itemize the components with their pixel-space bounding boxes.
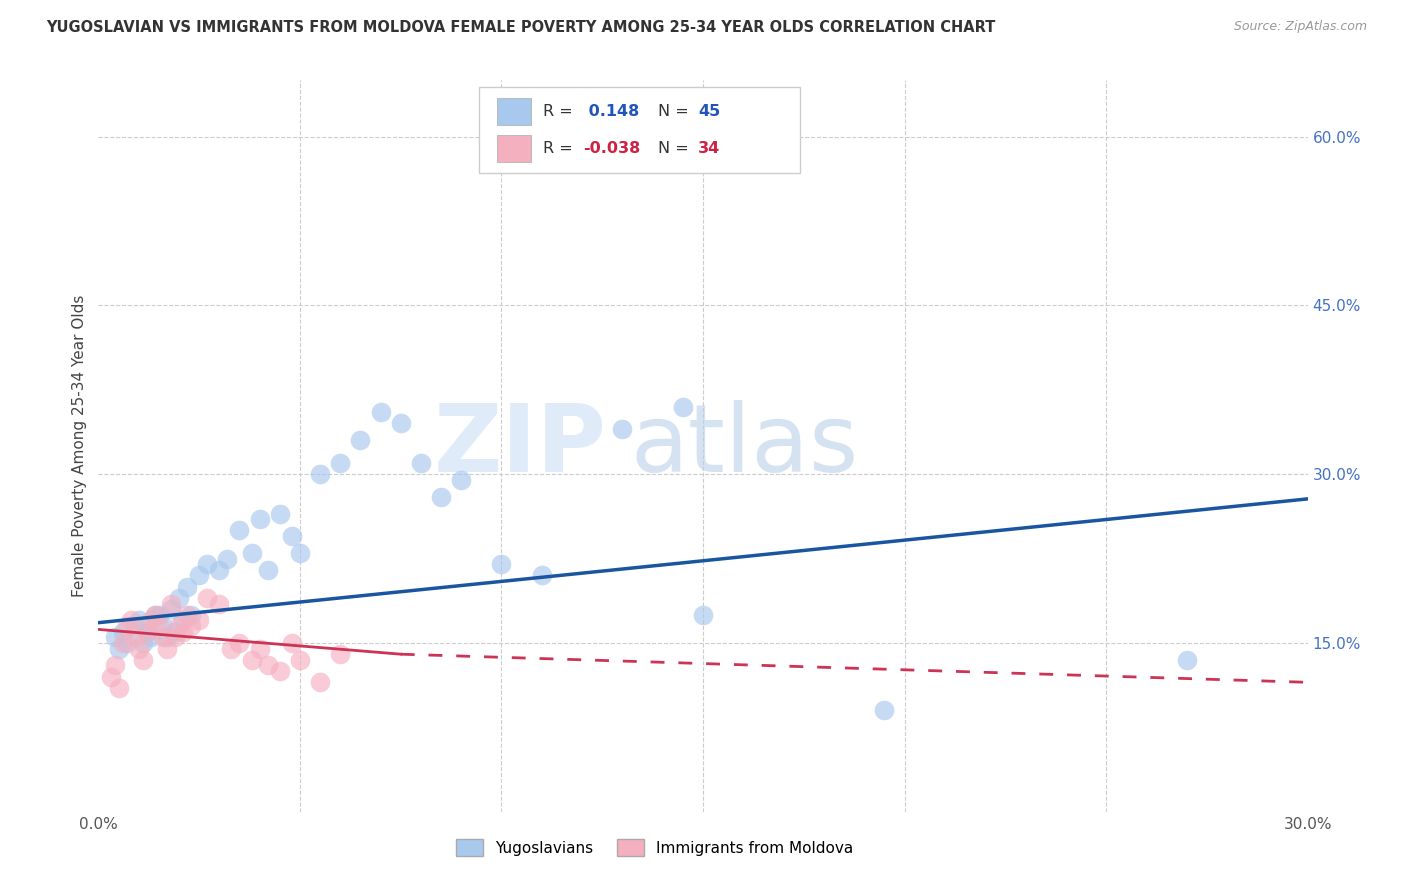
Point: [309, 467, 332, 482]
Point: [195, 591, 218, 605]
Point: [172, 624, 194, 639]
Y-axis label: Female Poverty Among 25-34 Year Olds: Female Poverty Among 25-34 Year Olds: [72, 295, 87, 597]
Point: [672, 400, 695, 414]
Text: Source: ZipAtlas.com: Source: ZipAtlas.com: [1233, 20, 1367, 33]
Text: R =: R =: [543, 141, 574, 156]
Text: N =: N =: [658, 104, 689, 120]
Bar: [498, 135, 531, 161]
Point: [221, 641, 243, 656]
Point: [148, 607, 170, 622]
Point: [530, 568, 553, 582]
Text: -0.038: -0.038: [583, 141, 641, 156]
Point: [370, 405, 392, 419]
Point: [148, 619, 170, 633]
Point: [249, 641, 271, 656]
Bar: [498, 98, 531, 125]
Point: [152, 630, 174, 644]
Text: 34: 34: [699, 141, 720, 156]
Point: [176, 607, 198, 622]
Point: [491, 557, 513, 571]
Point: [124, 619, 146, 633]
Point: [115, 636, 138, 650]
Point: [100, 670, 122, 684]
Point: [430, 490, 453, 504]
Point: [111, 636, 134, 650]
Point: [160, 602, 183, 616]
Point: [612, 422, 634, 436]
Point: [249, 512, 271, 526]
Point: [156, 641, 179, 656]
Text: ZIP: ZIP: [433, 400, 606, 492]
Point: [163, 630, 186, 644]
Point: [240, 653, 263, 667]
Text: atlas: atlas: [630, 400, 859, 492]
Point: [128, 641, 150, 656]
Point: [160, 597, 183, 611]
Point: [128, 614, 150, 628]
Text: 45: 45: [699, 104, 720, 120]
Point: [256, 658, 278, 673]
Point: [103, 630, 125, 644]
Point: [288, 546, 311, 560]
Point: [132, 653, 155, 667]
Point: [256, 563, 278, 577]
Text: YUGOSLAVIAN VS IMMIGRANTS FROM MOLDOVA FEMALE POVERTY AMONG 25-34 YEAR OLDS CORR: YUGOSLAVIAN VS IMMIGRANTS FROM MOLDOVA F…: [46, 20, 995, 35]
Legend: Yugoslavians, Immigrants from Moldova: Yugoslavians, Immigrants from Moldova: [450, 833, 859, 863]
Point: [132, 636, 155, 650]
Point: [167, 591, 190, 605]
Point: [281, 636, 304, 650]
Point: [240, 546, 263, 560]
Point: [111, 624, 134, 639]
Point: [163, 624, 186, 639]
Point: [269, 507, 291, 521]
Point: [107, 681, 129, 695]
Point: [115, 619, 138, 633]
Point: [309, 675, 332, 690]
FancyBboxPatch shape: [479, 87, 800, 173]
Point: [143, 607, 166, 622]
Point: [409, 456, 432, 470]
Text: R =: R =: [543, 104, 574, 120]
Point: [139, 630, 162, 644]
Point: [217, 551, 239, 566]
Point: [195, 557, 218, 571]
Point: [208, 563, 231, 577]
Point: [692, 607, 714, 622]
Point: [152, 619, 174, 633]
Point: [176, 580, 198, 594]
Text: 0.148: 0.148: [583, 104, 640, 120]
Point: [120, 614, 142, 628]
Point: [389, 417, 412, 431]
Point: [1175, 653, 1198, 667]
Point: [167, 619, 190, 633]
Point: [135, 624, 157, 639]
Point: [143, 607, 166, 622]
Point: [103, 658, 125, 673]
Point: [135, 624, 157, 639]
Point: [281, 529, 304, 543]
Point: [269, 664, 291, 678]
Point: [139, 614, 162, 628]
Point: [329, 647, 352, 661]
Point: [450, 473, 472, 487]
Point: [180, 619, 202, 633]
Point: [329, 456, 352, 470]
Point: [873, 703, 896, 717]
Point: [172, 614, 194, 628]
Point: [124, 630, 146, 644]
Text: N =: N =: [658, 141, 689, 156]
Point: [188, 614, 211, 628]
Point: [180, 607, 202, 622]
Point: [228, 636, 250, 650]
Point: [156, 630, 179, 644]
Point: [349, 434, 371, 448]
Point: [208, 597, 231, 611]
Point: [107, 641, 129, 656]
Point: [288, 653, 311, 667]
Point: [228, 524, 250, 538]
Point: [188, 568, 211, 582]
